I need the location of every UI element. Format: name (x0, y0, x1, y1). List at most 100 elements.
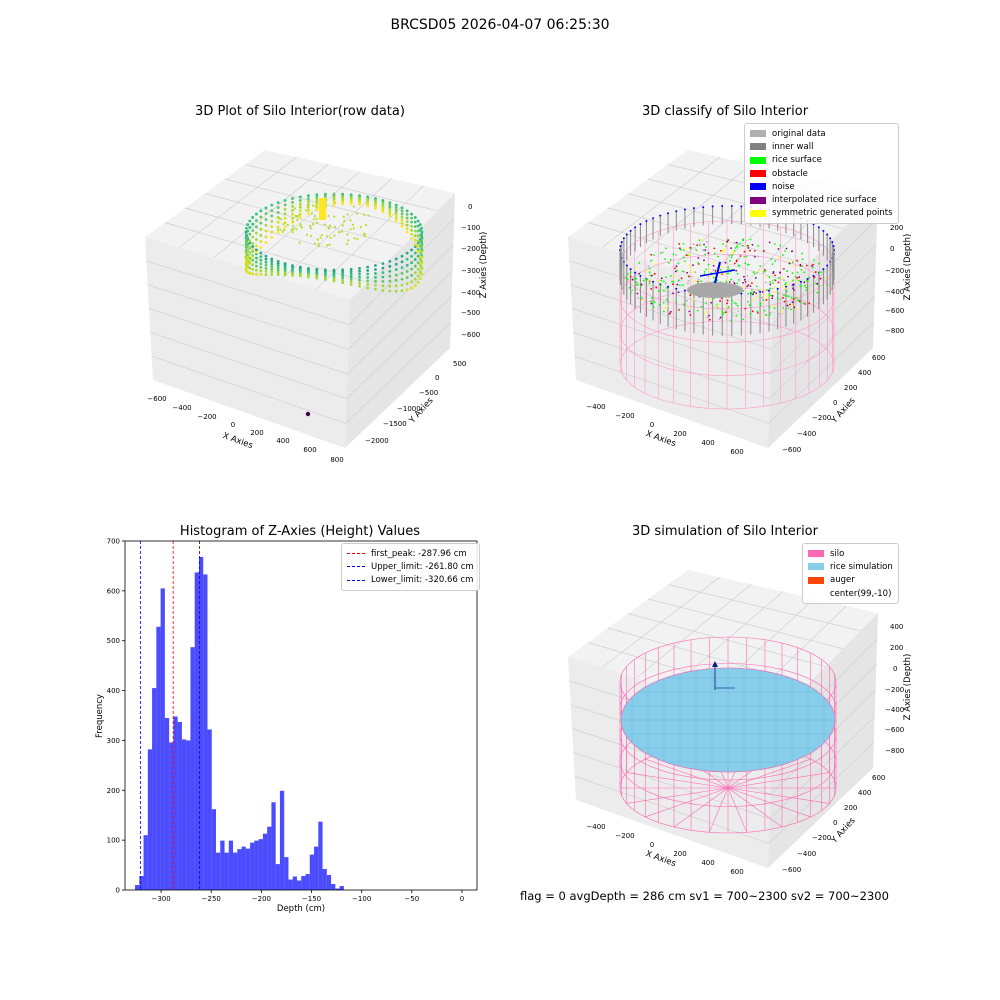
data-point (292, 224, 295, 228)
gridline (569, 260, 773, 326)
x-tick: 400 (276, 437, 289, 445)
classified-point (719, 268, 722, 271)
classified-point (766, 288, 768, 291)
classified-point (745, 255, 748, 258)
noise-point (692, 207, 695, 210)
histogram-bar (181, 739, 187, 890)
data-point (248, 241, 252, 245)
data-point (381, 280, 385, 283)
classified-point (706, 310, 709, 313)
data-point (248, 252, 252, 256)
data-point (416, 261, 420, 265)
noise-point (667, 285, 670, 288)
data-point (405, 230, 409, 234)
classified-point (790, 297, 793, 299)
classified-point (761, 291, 764, 293)
classified-point (705, 268, 707, 271)
y-tick: 600 (872, 774, 885, 782)
noise-point (826, 264, 829, 267)
classified-point (697, 257, 700, 259)
classified-point (725, 279, 728, 282)
classified-point (744, 280, 747, 283)
status-footer: flag = 0 avgDepth = 286 cm sv1 = 700~230… (520, 889, 889, 903)
classified-point (653, 272, 656, 275)
classified-point (649, 274, 652, 277)
classified-point (664, 276, 667, 279)
data-point (276, 225, 280, 229)
z-axis-label: Z Axies (Depth) (903, 234, 913, 301)
data-point (276, 273, 280, 277)
z-tick: −200 (885, 267, 904, 275)
histogram-bar (169, 742, 174, 890)
classified-point (718, 318, 721, 320)
data-point (254, 272, 258, 276)
data-point (410, 254, 414, 258)
y-tick-label: 200 (107, 787, 120, 795)
legend-label: first_peak: -287.96 cm (371, 548, 467, 559)
data-point (413, 264, 417, 268)
data-point (394, 216, 398, 220)
data-point (291, 197, 294, 200)
z-tick: −200 (461, 245, 480, 253)
data-point (254, 212, 258, 216)
classified-point (720, 249, 722, 252)
data-point (418, 270, 422, 274)
classified-point (734, 247, 737, 249)
data-point (416, 267, 420, 271)
data-point (349, 270, 353, 274)
gridline (667, 584, 861, 632)
classified-point (817, 284, 820, 287)
histogram-bar (331, 884, 336, 890)
histogram-bar (250, 842, 255, 890)
x-tick: −400 (586, 823, 605, 831)
classified-point (747, 247, 750, 249)
noise-point (822, 268, 825, 271)
data-point (347, 239, 350, 242)
data-point (349, 278, 353, 281)
data-point (307, 209, 310, 212)
data-point (245, 239, 248, 243)
data-point (327, 226, 330, 229)
data-point (413, 220, 417, 224)
data-point (416, 229, 420, 233)
legend-item: silo (808, 547, 893, 560)
silo-wireframe (673, 787, 729, 828)
data-point (313, 242, 316, 245)
gridline (151, 355, 346, 424)
data-point (333, 215, 336, 218)
classified-point (757, 289, 760, 292)
legend-item: rice simulation (808, 560, 893, 573)
data-point (259, 215, 263, 219)
classified-point (772, 304, 775, 307)
data-point (416, 244, 420, 248)
classified-point (733, 262, 736, 265)
data-point (400, 206, 404, 210)
gridline (148, 308, 348, 375)
data-point (264, 254, 268, 258)
data-point (420, 232, 423, 236)
classified-point (660, 277, 663, 280)
silo-wireframe (626, 772, 729, 789)
classified-point (763, 270, 766, 273)
classified-point (813, 276, 816, 279)
classified-point (638, 272, 641, 275)
data-point (317, 242, 320, 245)
data-point (420, 259, 423, 263)
data-point (270, 203, 274, 207)
classified-point (742, 238, 745, 241)
classified-point (771, 279, 774, 282)
data-point (245, 233, 248, 237)
gridline (345, 321, 452, 424)
classified-point (726, 240, 729, 243)
silo-wireframe (727, 787, 830, 804)
data-point (388, 210, 392, 213)
histogram-bar (173, 716, 178, 890)
classified-point (757, 295, 760, 298)
data-point (251, 229, 255, 232)
data-point (359, 226, 362, 229)
classified-point (687, 275, 690, 278)
data-point (294, 214, 297, 217)
data-point (286, 223, 289, 227)
x-tick-label: 0 (460, 895, 464, 903)
classified-point (689, 246, 692, 249)
